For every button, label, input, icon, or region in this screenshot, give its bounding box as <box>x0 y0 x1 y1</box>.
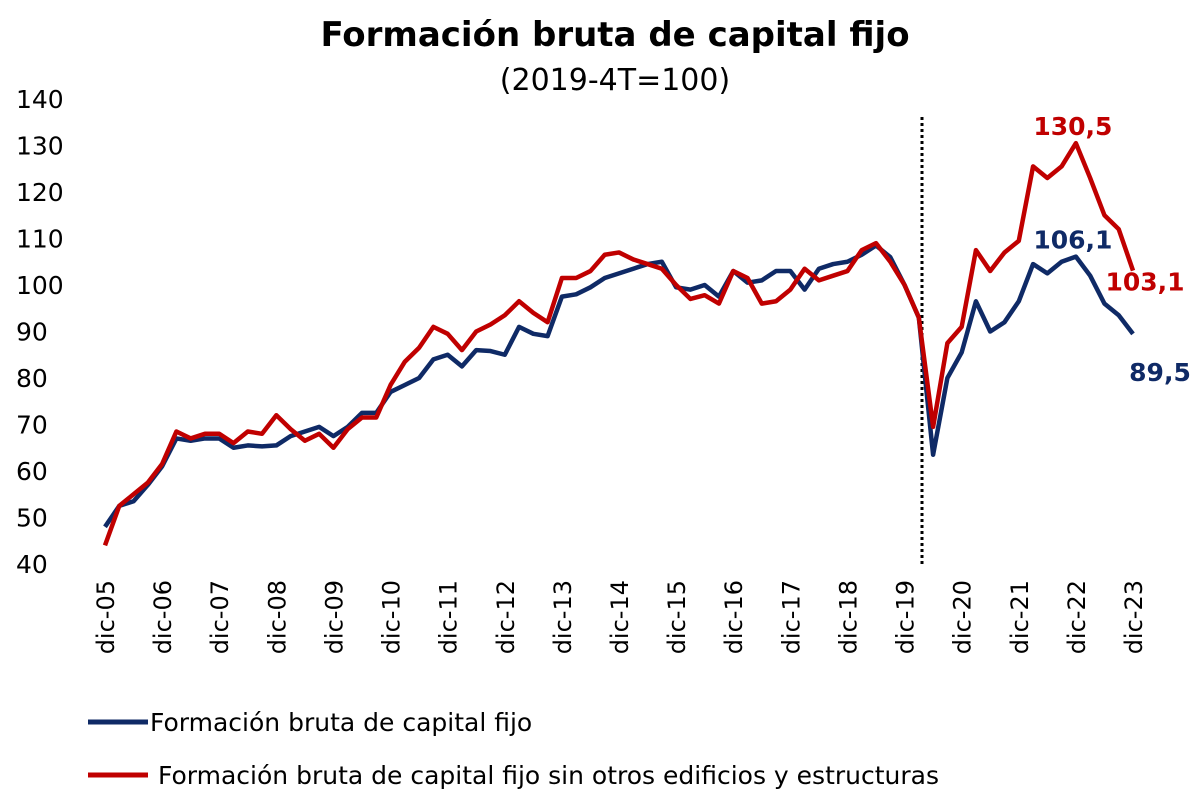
x-tick-label: dic-23 <box>1120 580 1148 654</box>
x-tick-label: dic-21 <box>1006 580 1034 654</box>
x-tick-label: dic-14 <box>606 580 634 654</box>
x-tick-label: dic-08 <box>263 580 291 654</box>
y-tick-label: 80 <box>16 364 48 393</box>
y-tick-label: 60 <box>16 457 48 486</box>
x-tick-label: dic-07 <box>206 580 234 654</box>
data-label: 89,5 <box>1129 358 1191 387</box>
y-tick-label: 40 <box>16 550 48 579</box>
legend-label: Formación bruta de capital fijo sin otro… <box>158 761 939 790</box>
legend-label: Formación bruta de capital fijo <box>150 708 532 737</box>
series-line <box>102 140 1136 547</box>
y-tick-label: 90 <box>16 318 48 347</box>
y-tick-label: 50 <box>16 504 48 533</box>
y-tick-label: 100 <box>16 271 64 300</box>
chart-title: Formación bruta de capital fijo <box>320 15 909 55</box>
x-tick-label: dic-18 <box>834 580 862 654</box>
x-tick-label: dic-09 <box>320 580 348 654</box>
data-label: 106,1 <box>1033 226 1112 255</box>
data-label: 103,1 <box>1105 268 1184 297</box>
x-tick-label: dic-05 <box>92 580 120 654</box>
x-tick-label: dic-10 <box>378 580 406 654</box>
x-tick-label: dic-11 <box>435 580 463 654</box>
y-tick-label: 110 <box>16 225 64 254</box>
x-tick-label: dic-06 <box>149 580 177 654</box>
x-tick-label: dic-19 <box>892 580 920 654</box>
x-tick-label: dic-20 <box>949 580 977 654</box>
data-label: 130,5 <box>1033 112 1112 141</box>
y-tick-label: 70 <box>16 411 48 440</box>
y-tick-label: 140 <box>16 85 64 114</box>
x-tick-label: dic-13 <box>549 580 577 654</box>
x-tick-label: dic-22 <box>1063 580 1091 654</box>
y-tick-label: 130 <box>16 132 64 161</box>
y-tick-label: 120 <box>16 178 64 207</box>
x-tick-label: dic-17 <box>777 580 805 654</box>
series-line <box>103 243 1135 529</box>
x-tick-label: dic-16 <box>720 580 748 654</box>
chart-subtitle: (2019-4T=100) <box>500 63 730 98</box>
x-tick-label: dic-12 <box>492 580 520 654</box>
x-tick-label: dic-15 <box>663 580 691 654</box>
